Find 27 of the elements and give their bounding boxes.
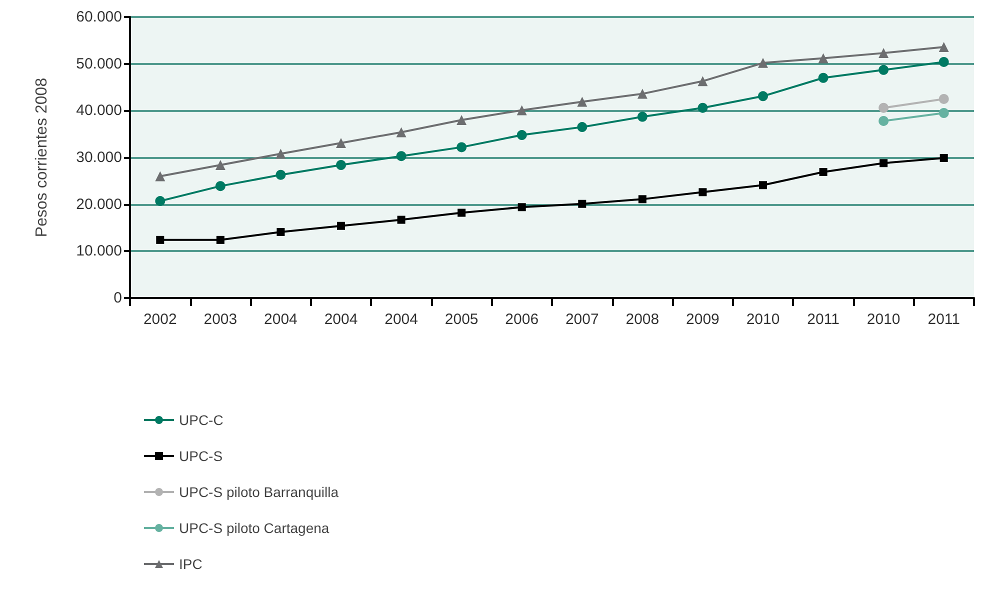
- x-tick-label: 2011: [928, 311, 960, 328]
- legend-label: IPC: [179, 556, 202, 572]
- y-tick-label: 30.000: [76, 149, 122, 166]
- x-tick-label: 2007: [565, 311, 599, 328]
- y-tick-label: 10.000: [76, 242, 122, 260]
- legend-label: UPC-S piloto Cartagena: [179, 520, 330, 536]
- x-tick-label: 2010: [746, 311, 780, 328]
- x-tick-label: 2008: [626, 311, 660, 328]
- x-tick-label: 2002: [143, 311, 177, 328]
- x-tick-label: 2011: [807, 311, 840, 328]
- y-tick-label: 60.000: [76, 8, 122, 26]
- x-tick-label: 2006: [505, 311, 539, 328]
- legend-label: UPC-S piloto Barranquilla: [179, 484, 339, 500]
- y-tick-label: 0: [114, 290, 122, 306]
- y-tick-label: 40.000: [76, 102, 122, 120]
- x-tick-label: 2010: [866, 311, 900, 328]
- x-tick-label: 2003: [204, 311, 238, 328]
- x-tick-label: 2005: [444, 311, 478, 328]
- legend-label: UPC-S: [179, 448, 223, 464]
- legend-label: UPC-C: [179, 412, 224, 428]
- y-axis-title: Pesos corrientes 2008: [34, 78, 50, 238]
- x-tick-label: 2004: [384, 311, 418, 328]
- x-tick-label: 2004: [324, 311, 358, 328]
- x-tick-label: 2009: [686, 311, 720, 328]
- y-tick-label: 20.000: [76, 196, 122, 213]
- y-tick-label: 50.000: [76, 55, 122, 72]
- x-tick-label: 2004: [264, 311, 298, 328]
